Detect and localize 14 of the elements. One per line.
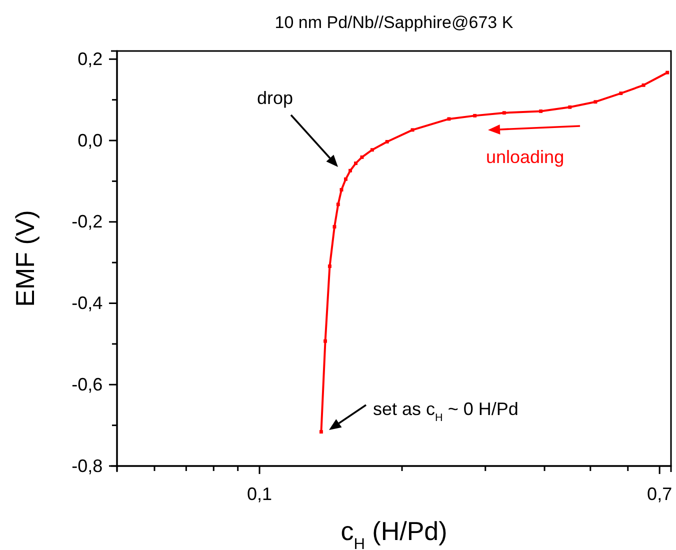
x-tick-label: 0,1 [246, 484, 272, 504]
y-tick-label: -0,6 [72, 374, 103, 394]
y-axis-title: EMF (V) [10, 210, 40, 307]
y-tick-label: -0,8 [72, 456, 103, 476]
x-tick-label: 0,7 [647, 484, 672, 504]
y-tick-label: -0,4 [72, 293, 103, 314]
annotation: drop [256, 88, 294, 108]
y-tick-label: 0,2 [78, 48, 103, 69]
y-tick-label: 0,0 [78, 130, 103, 150]
annotation: set as c$_{H}$ ~ 0 H/Pd [373, 399, 518, 424]
chart-title: 10 nm Pd/Nb//Sapphire@673 K [274, 13, 514, 32]
y-tick-label: -0,2 [72, 212, 103, 232]
x-axis-title: c$_{H}$ (H/Pd) [340, 516, 448, 550]
annotation: unloading [486, 147, 564, 167]
